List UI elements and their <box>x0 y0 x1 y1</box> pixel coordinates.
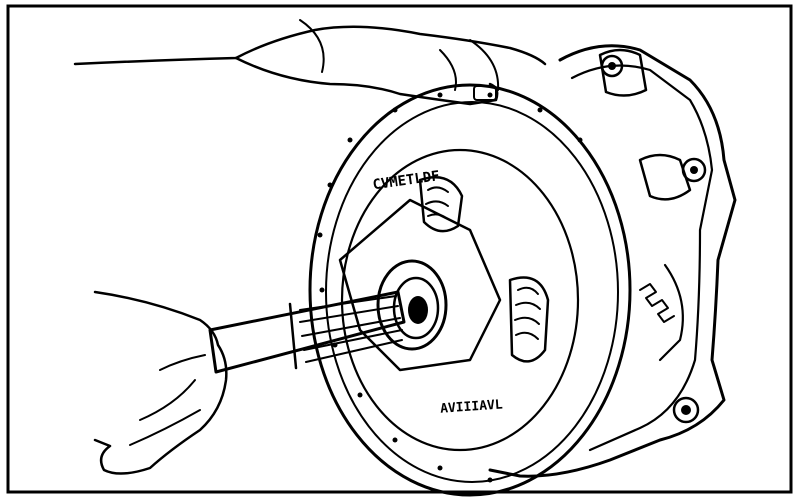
fingernail <box>473 85 497 101</box>
damper-spring-window <box>508 276 550 363</box>
top-hand <box>73 19 547 106</box>
damper-spring-window-top <box>418 176 464 233</box>
alignment-tool <box>208 290 406 374</box>
lug-bottom <box>672 396 700 424</box>
pressure-plate-cover <box>488 44 737 478</box>
border <box>6 4 793 494</box>
disc-hub <box>376 259 448 351</box>
clutch-disc: CVMETLDF AVIIIAVL <box>308 83 632 497</box>
lower-disc-marking: AVIIIAVL <box>440 397 504 416</box>
left-hand <box>93 290 228 475</box>
coil-spring <box>639 283 675 323</box>
